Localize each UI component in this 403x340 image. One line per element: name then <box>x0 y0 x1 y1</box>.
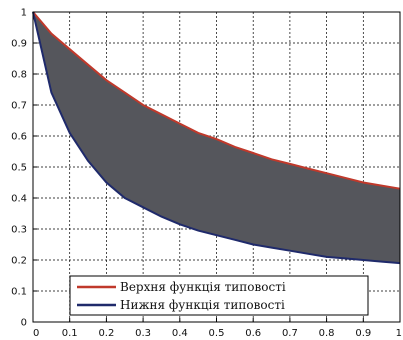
legend-box <box>69 275 369 316</box>
area-between-series <box>33 12 400 264</box>
x-tick-label: 0.2 <box>98 328 114 339</box>
x-tick-label: 0.5 <box>209 328 225 339</box>
y-tick-label: 0.1 <box>11 287 27 298</box>
x-tick-label: 0.1 <box>62 328 78 339</box>
y-tick-label: 0 <box>21 318 27 329</box>
x-tick-label: 0.4 <box>172 328 188 339</box>
x-axis: 0 0.1 0.2 0.3 0.4 0.5 0.6 0.7 0.8 0.9 1 <box>32 318 402 339</box>
y-tick-label: 0.7 <box>11 101 27 112</box>
legend-label-lower: Нижня функція типовості <box>120 298 285 312</box>
x-tick-label: 1 <box>396 328 402 339</box>
y-tick-label: 0.3 <box>11 225 27 236</box>
x-tick-label: 0.7 <box>282 328 298 339</box>
y-tick-label: 0.6 <box>11 132 27 143</box>
legend: Верхня функція типовості Нижня функція т… <box>69 275 369 316</box>
y-tick-label: 0.8 <box>11 70 27 81</box>
y-tick-label: 0.5 <box>11 163 27 174</box>
x-tick-label: 0.3 <box>135 328 151 339</box>
x-tick-label: 0.6 <box>245 328 261 339</box>
series-line-lower <box>32 11 401 265</box>
x-tick-label: 0.8 <box>319 328 335 339</box>
y-tick-label: 0.9 <box>11 39 27 50</box>
y-tick-label: 0.4 <box>11 194 27 205</box>
y-tick-label: 0.2 <box>11 256 27 267</box>
x-tick-label: 0 <box>33 328 39 339</box>
y-axis: 0 0.1 0.2 0.3 0.4 0.5 0.6 0.7 0.8 0.9 1 <box>11 8 37 329</box>
series-line-upper <box>32 11 401 190</box>
y-tick-label: 1 <box>21 8 27 19</box>
legend-label-upper: Верхня функція типовості <box>120 280 286 294</box>
x-tick-label: 0.9 <box>355 328 371 339</box>
